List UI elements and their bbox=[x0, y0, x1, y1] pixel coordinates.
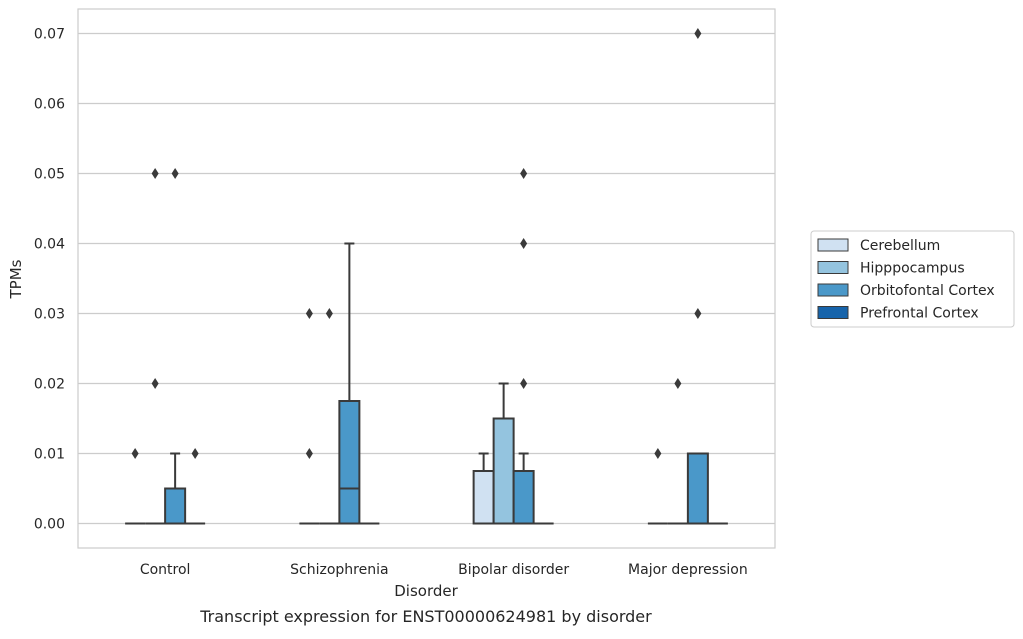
box-hipppocampus bbox=[319, 308, 340, 525]
plot-frame bbox=[77, 8, 776, 549]
legend-frame bbox=[810, 230, 1015, 328]
outlier-point bbox=[305, 448, 313, 459]
box-cerebellum bbox=[647, 448, 668, 525]
outlier-point bbox=[654, 448, 662, 459]
legend-swatch bbox=[817, 261, 849, 274]
box-body bbox=[686, 452, 709, 525]
box-body bbox=[512, 470, 535, 525]
box-orbitofontal-cortex bbox=[338, 242, 361, 525]
y-tick-label: 0.00 bbox=[34, 517, 65, 533]
legend-label: Prefrontal Cortex bbox=[860, 306, 979, 322]
box-cerebellum bbox=[472, 452, 495, 525]
legend-swatch bbox=[817, 306, 849, 319]
outlier-point bbox=[325, 308, 333, 319]
outlier-point bbox=[191, 448, 199, 459]
box-hipppocampus bbox=[667, 378, 688, 525]
legend-label: Orbitofontal Cortex bbox=[860, 283, 995, 299]
chart-caption: Transcript expression for ENST0000062498… bbox=[199, 607, 652, 626]
y-tick-label: 0.01 bbox=[34, 447, 65, 463]
box-body bbox=[472, 470, 495, 525]
y-tick-label: 0.05 bbox=[34, 167, 65, 183]
box-hipppocampus bbox=[492, 382, 515, 525]
outlier-point bbox=[694, 28, 702, 39]
boxes bbox=[125, 28, 728, 525]
x-tick-label: Control bbox=[140, 562, 191, 578]
box-orbitofontal-cortex bbox=[164, 168, 187, 525]
legend: Cerebellum Hipppocampus Orbitofontal Corte… bbox=[810, 230, 1015, 328]
y-tick-label: 0.02 bbox=[34, 377, 65, 393]
outlier-point bbox=[131, 448, 139, 459]
box-cerebellum bbox=[299, 308, 320, 525]
y-tick-label: 0.06 bbox=[34, 97, 65, 113]
y-tick-label: 0.03 bbox=[34, 307, 65, 323]
x-tick-label: Schizophrenia bbox=[290, 562, 388, 578]
box-body bbox=[338, 400, 361, 525]
legend-swatch bbox=[817, 238, 849, 252]
outlier-point bbox=[151, 168, 159, 179]
gridlines bbox=[78, 32, 775, 525]
y-axis-title: TPMs bbox=[7, 259, 25, 299]
x-tick-label: Major depression bbox=[628, 562, 748, 578]
legend-label: Hipppocampus bbox=[860, 261, 965, 277]
box-cerebellum bbox=[125, 448, 146, 525]
ticks: 0.00 0.01 0.02 0.03 0.04 0.05 0.06 0.07 Control S… bbox=[34, 27, 748, 579]
y-tick-label: 0.07 bbox=[34, 27, 65, 43]
outlier-point bbox=[674, 378, 682, 389]
outlier-point bbox=[151, 378, 159, 389]
x-axis-title: Disorder bbox=[394, 582, 458, 600]
box-orbitofontal-cortex bbox=[512, 168, 535, 525]
outlier-point bbox=[694, 308, 702, 319]
box-prefrontal-cortex bbox=[185, 448, 206, 525]
outlier-point bbox=[520, 238, 528, 249]
box-body bbox=[492, 417, 515, 525]
box-orbitofontal-cortex bbox=[686, 28, 709, 525]
legend-swatch bbox=[817, 283, 849, 297]
legend-label: Cerebellum bbox=[860, 238, 940, 254]
outlier-point bbox=[305, 308, 313, 319]
outlier-point bbox=[520, 168, 528, 179]
outlier-point bbox=[171, 168, 179, 179]
x-tick-label: Bipolar disorder bbox=[458, 562, 569, 578]
outlier-point bbox=[520, 378, 528, 389]
box-body bbox=[164, 487, 187, 525]
y-tick-label: 0.04 bbox=[34, 237, 65, 253]
box-hipppocampus bbox=[145, 168, 166, 525]
